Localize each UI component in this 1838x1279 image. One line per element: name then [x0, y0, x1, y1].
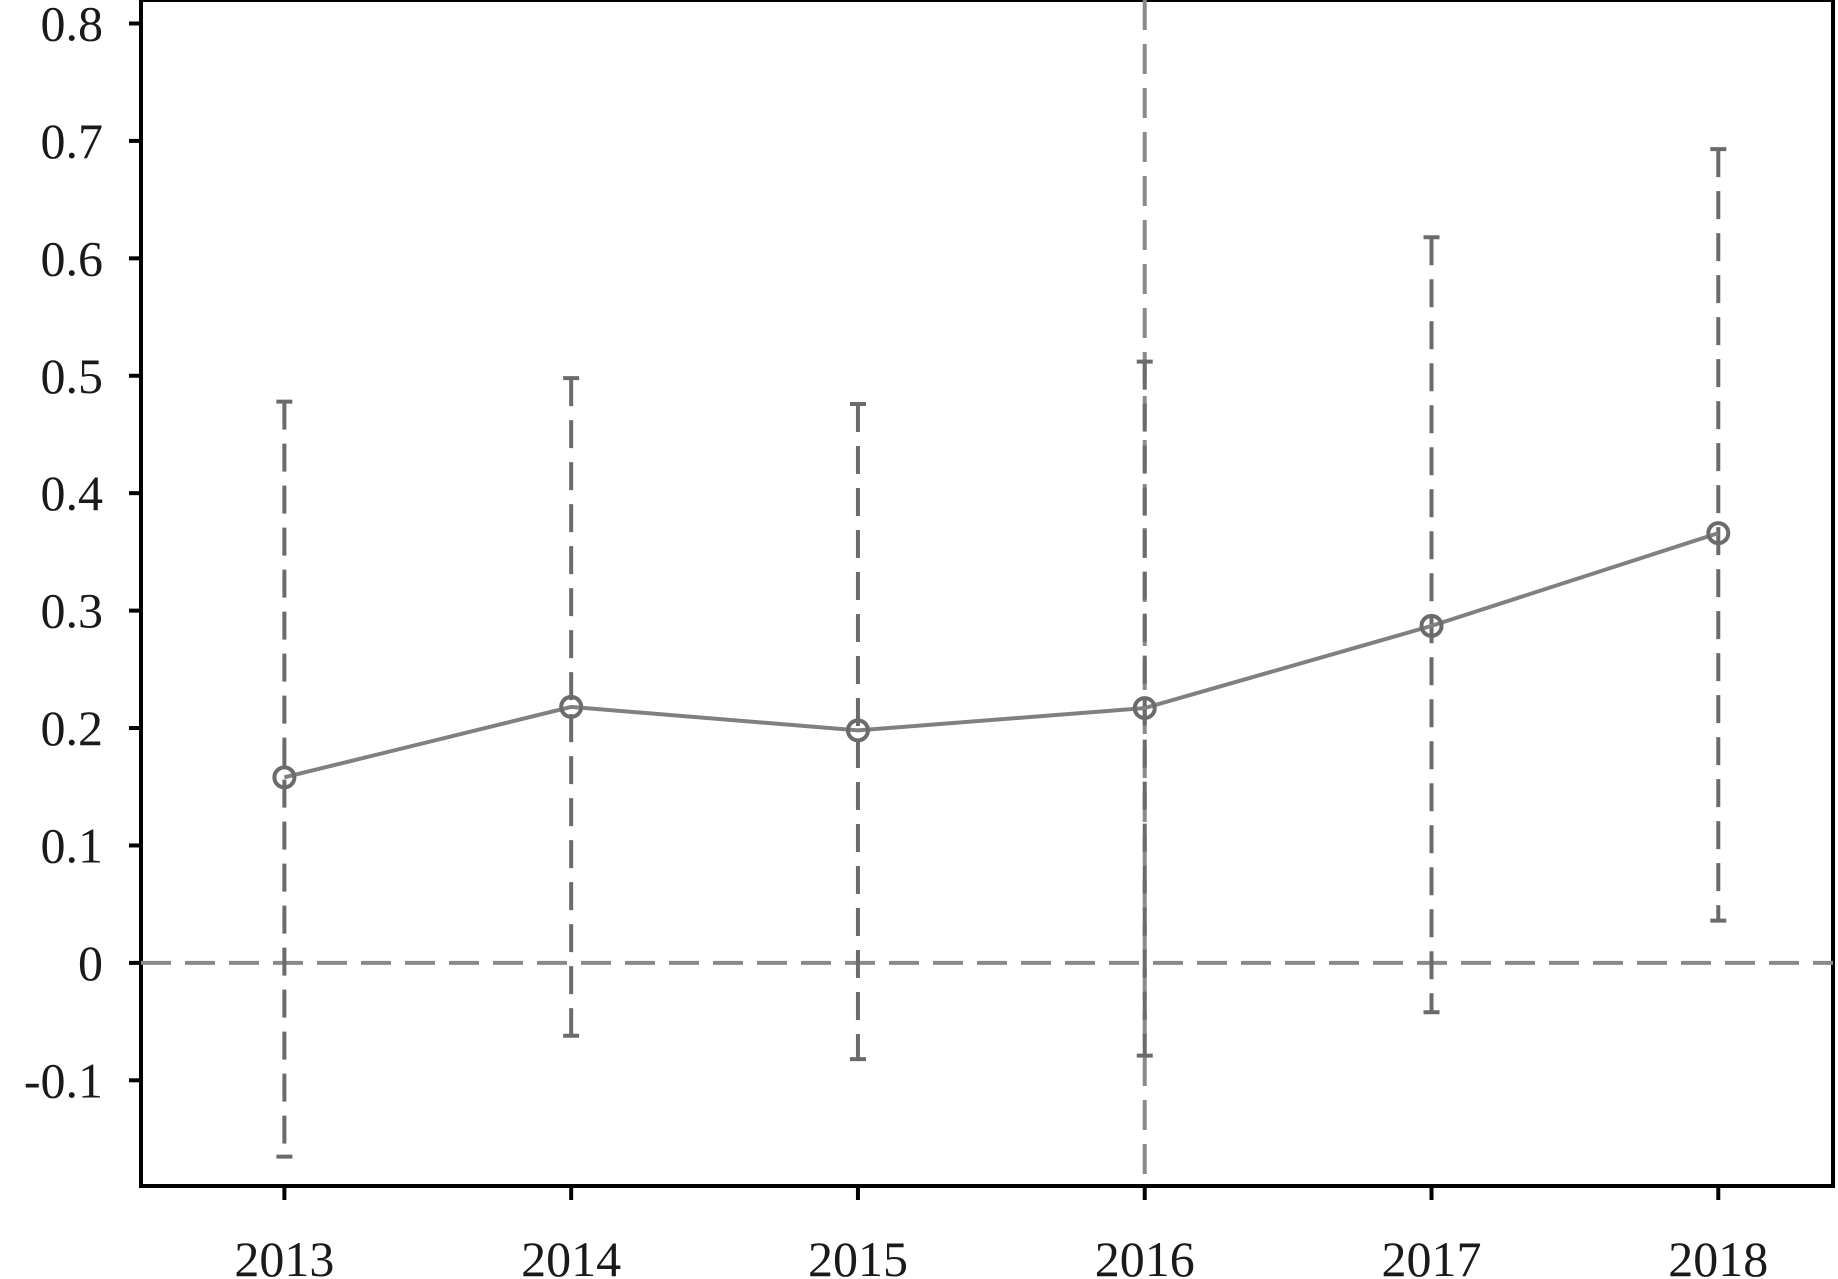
x-tick-label: 2014 [521, 1231, 621, 1279]
series-polyline [283, 531, 1719, 780]
y-tick-label: 0.1 [41, 817, 104, 873]
data-point-2016 [1132, 696, 1157, 721]
y-tick-label: 0.7 [41, 113, 104, 169]
x-tick-label: 2017 [1382, 1231, 1482, 1279]
data-points [272, 521, 1731, 790]
y-tick-label: 0.6 [41, 230, 104, 286]
y-tick-label: 0.2 [41, 700, 104, 756]
x-tick-label: 2018 [1668, 1231, 1768, 1279]
data-point-2015 [845, 718, 870, 743]
error-bars [276, 147, 1727, 1159]
y-tick-label: 0 [78, 935, 103, 991]
x-axis-ticks: 2013 2014 2015 2016 2017 2018 [234, 1186, 1768, 1279]
y-axis-ticks: -0.1 0 0.1 0.2 0.3 0.4 0.5 0.6 0.7 0.8 [24, 0, 141, 1108]
y-tick-label: 0.3 [41, 583, 104, 639]
plot-frame [139, 0, 1835, 1188]
data-point-2014 [559, 694, 584, 719]
y-tick-label: 0.4 [41, 465, 104, 521]
y-tick-label: 0.8 [41, 0, 104, 51]
data-point-2013 [272, 765, 297, 790]
reference-lines [141, 0, 1833, 1186]
data-point-2018 [1706, 521, 1731, 546]
x-tick-label: 2013 [234, 1231, 334, 1279]
x-tick-label: 2015 [808, 1231, 908, 1279]
y-tick-label: -0.1 [24, 1052, 103, 1108]
data-point-2017 [1419, 613, 1444, 638]
series-line [283, 531, 1719, 780]
x-tick-label: 2016 [1095, 1231, 1195, 1279]
y-tick-label: 0.5 [41, 348, 104, 404]
